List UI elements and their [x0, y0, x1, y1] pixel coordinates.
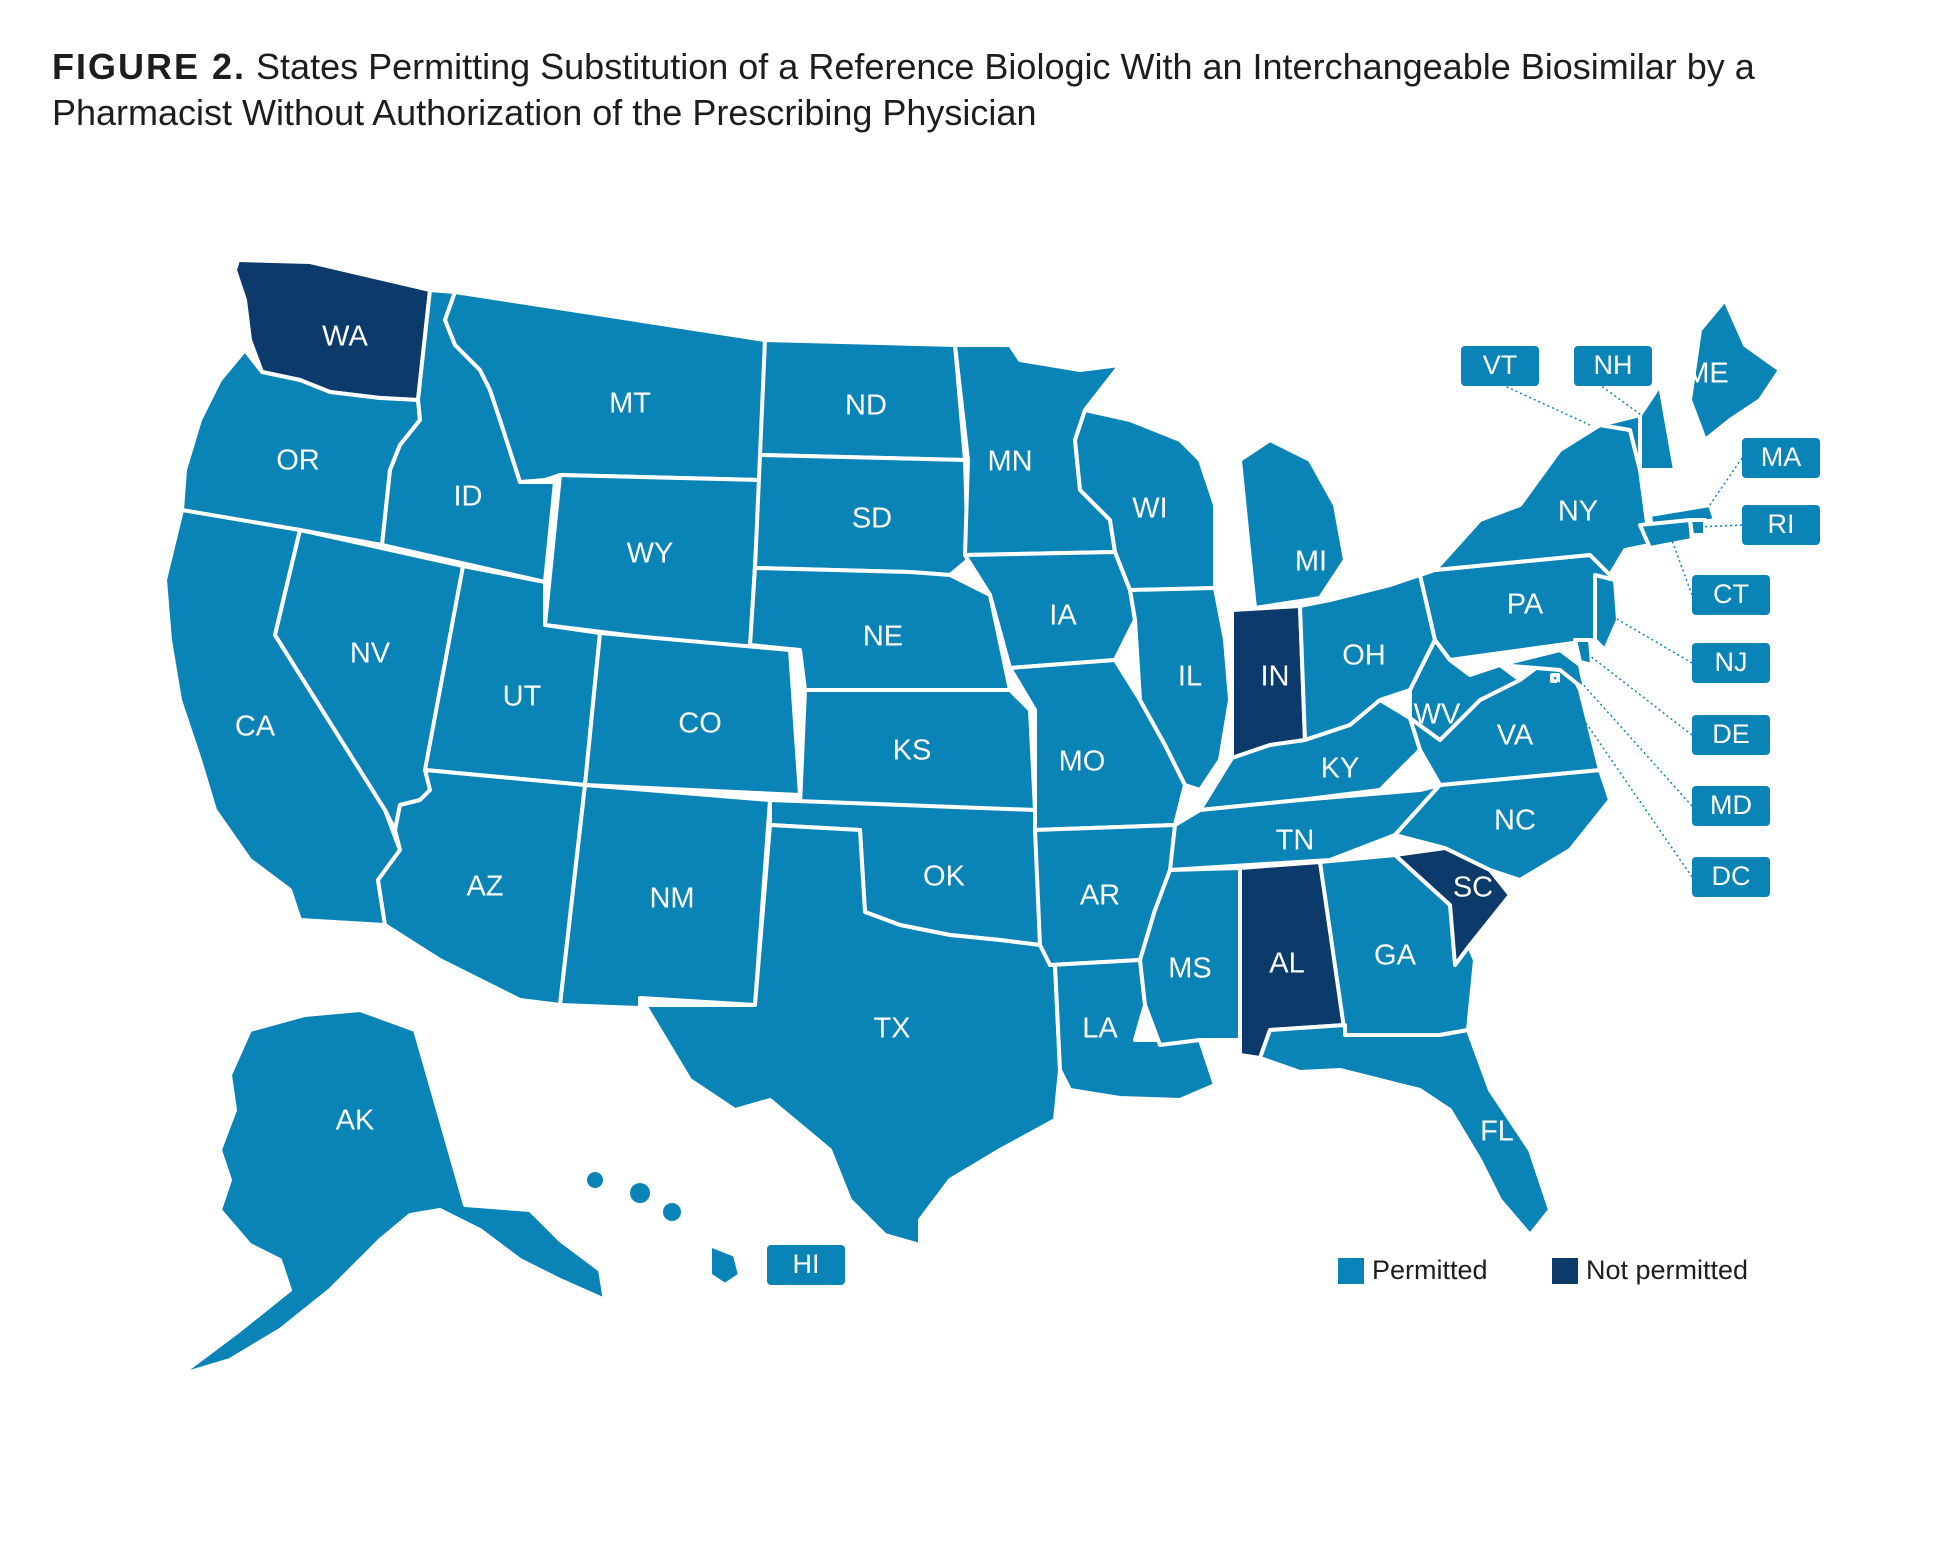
- legend-permitted: Permitted: [1338, 1255, 1488, 1286]
- label-va: VA: [1497, 720, 1534, 752]
- hawaii-island-3: [663, 1203, 681, 1221]
- label-ct: CT: [1713, 579, 1749, 609]
- leader-ma: [1704, 457, 1743, 513]
- figure-title: FIGURE 2. States Permitting Substitution …: [52, 44, 1892, 136]
- label-ky: KY: [1321, 753, 1360, 785]
- label-tx: TX: [873, 1013, 910, 1045]
- callout-box-de: [1692, 715, 1770, 755]
- label-dc: DC: [1712, 861, 1751, 891]
- label-ri: RI: [1768, 509, 1795, 539]
- legend-swatch-permitted: [1338, 1257, 1364, 1284]
- label-md: MD: [1710, 790, 1752, 820]
- leader-de: [1584, 651, 1693, 736]
- label-ia: IA: [1049, 600, 1077, 632]
- label-vt: VT: [1483, 350, 1518, 380]
- label-az: AZ: [466, 871, 503, 903]
- states-layer: [163, 258, 1782, 1377]
- label-nj: NJ: [1715, 647, 1748, 677]
- label-oh: OH: [1342, 640, 1386, 672]
- label-ny: NY: [1558, 496, 1598, 528]
- label-mi: MI: [1295, 546, 1327, 578]
- state-me: [1688, 298, 1782, 442]
- label-nh: NH: [1594, 350, 1633, 380]
- callout-box-nj: [1692, 643, 1770, 683]
- label-ne: NE: [863, 621, 903, 653]
- label-ar: AR: [1080, 880, 1120, 912]
- label-me: ME: [1685, 358, 1729, 390]
- state-il: [1128, 586, 1232, 792]
- hawaii-island-1: [587, 1172, 603, 1188]
- leader-nj: [1609, 614, 1693, 664]
- label-nd: ND: [845, 390, 887, 422]
- state-labels: WA OR CA ID NV MT WY UT AZ CO NM ND SD NE KS OK TX MN IA MO…: [235, 321, 1820, 1285]
- label-ca: CA: [235, 711, 276, 743]
- legend-label-permitted: Permitted: [1372, 1255, 1488, 1285]
- state-de: [1573, 638, 1594, 667]
- state-tx: [643, 823, 1062, 1247]
- legend-label-not-permitted: Not permitted: [1586, 1255, 1749, 1285]
- label-ok: OK: [923, 861, 966, 893]
- figure-label: FIGURE 2.: [52, 46, 247, 87]
- label-ks: KS: [893, 735, 932, 767]
- label-mn: MN: [987, 446, 1032, 478]
- callout-box-dc: [1692, 857, 1770, 897]
- label-ga: GA: [1374, 940, 1417, 972]
- label-sc: SC: [1453, 872, 1493, 904]
- leader-dc: [1554, 677, 1693, 878]
- label-co: CO: [678, 708, 722, 740]
- label-ut: UT: [503, 681, 542, 713]
- label-hi: HI: [793, 1249, 820, 1279]
- state-fl: [1258, 1023, 1552, 1237]
- label-fl: FL: [1480, 1116, 1514, 1148]
- label-la: LA: [1082, 1013, 1118, 1045]
- state-ak: [178, 1008, 607, 1377]
- state-ny: [1433, 423, 1652, 577]
- state-mi: [1238, 438, 1347, 610]
- callout-box-nh: [1574, 346, 1652, 386]
- state-nj: [1593, 573, 1620, 652]
- label-sd: SD: [852, 503, 892, 535]
- callout-box-md: [1692, 786, 1770, 826]
- callout-box-vt: [1461, 346, 1539, 386]
- label-in: IN: [1261, 661, 1290, 693]
- label-de: DE: [1712, 719, 1750, 749]
- callout-box-ri: [1742, 505, 1820, 545]
- label-wa: WA: [322, 321, 368, 353]
- label-nv: NV: [350, 638, 391, 670]
- label-nm: NM: [649, 883, 694, 915]
- state-ct: [1638, 518, 1694, 550]
- state-nh: [1638, 383, 1677, 472]
- leader-md: [1569, 669, 1693, 807]
- state-ks: [798, 688, 1037, 812]
- callout-box-ct: [1692, 575, 1770, 615]
- legend-not-permitted: Not permitted: [1552, 1255, 1748, 1286]
- leader-ct: [1669, 534, 1693, 596]
- label-pa: PA: [1507, 589, 1544, 621]
- label-ms: MS: [1168, 953, 1212, 985]
- state-md: [1498, 648, 1587, 692]
- label-wv: WV: [1414, 699, 1461, 731]
- legend-swatch-not-permitted: [1552, 1257, 1578, 1284]
- state-hi: [708, 1243, 742, 1287]
- label-wy: WY: [627, 538, 674, 570]
- label-mo: MO: [1059, 746, 1106, 778]
- hawaii-island-2: [630, 1183, 650, 1203]
- label-mt: MT: [609, 388, 651, 420]
- callout-box-ma: [1742, 438, 1820, 478]
- figure-caption: States Permitting Substitution of a Refe…: [52, 46, 1755, 133]
- label-ak: AK: [336, 1105, 375, 1137]
- label-id: ID: [454, 481, 483, 513]
- leader-ri: [1699, 524, 1743, 528]
- label-wi: WI: [1132, 493, 1167, 525]
- label-or: OR: [276, 445, 320, 477]
- label-al: AL: [1269, 948, 1304, 980]
- label-il: IL: [1178, 661, 1202, 693]
- callout-box-hi: [767, 1245, 845, 1285]
- leader-vt: [1460, 365, 1591, 426]
- label-ma: MA: [1761, 442, 1802, 472]
- label-nc: NC: [1494, 805, 1536, 837]
- label-tn: TN: [1276, 825, 1315, 857]
